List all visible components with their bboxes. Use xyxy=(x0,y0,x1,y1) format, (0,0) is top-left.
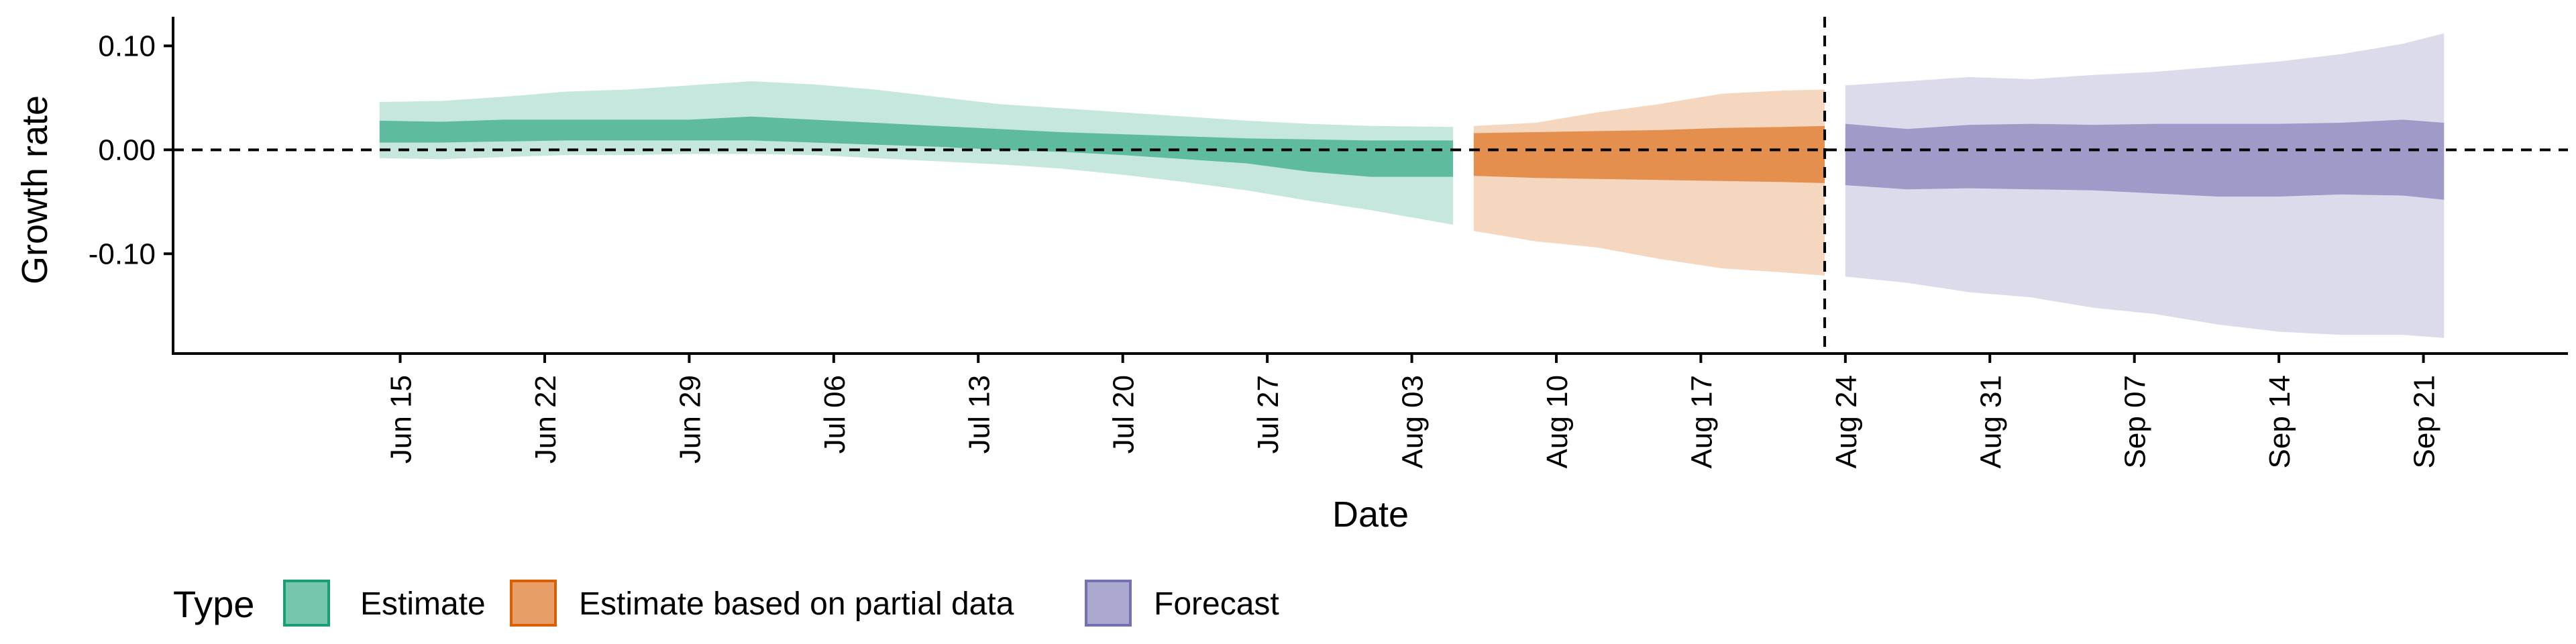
band-outer-1 xyxy=(1473,89,1825,276)
x-tick-label: Sep 21 xyxy=(2408,375,2441,468)
y-axis-title: Growth rate xyxy=(15,95,55,284)
legend-label-1: Estimate based on partial data xyxy=(579,586,1014,622)
y-tick-label: 0.10 xyxy=(98,30,156,62)
y-tick-label: -0.10 xyxy=(89,237,156,270)
legend-label-0: Estimate xyxy=(360,586,486,622)
legend-title: Type xyxy=(173,583,254,625)
x-tick-label: Sep 14 xyxy=(2263,375,2296,468)
x-tick-label: Jun 22 xyxy=(529,375,562,464)
band-outer-0 xyxy=(379,81,1454,225)
band-inner-0 xyxy=(379,116,1454,177)
legend-label-2: Forecast xyxy=(1154,586,1279,622)
legend-key-1 xyxy=(510,580,557,627)
x-tick-label: Sep 07 xyxy=(2119,375,2152,468)
x-tick-label: Aug 03 xyxy=(1397,375,1430,468)
band-inner-2 xyxy=(1845,119,2445,200)
axes xyxy=(172,17,2568,355)
x-tick-label: Jun 15 xyxy=(385,375,418,464)
y-axis-ticks: 0.10 0.00 -0.10 xyxy=(89,30,173,270)
legend: Type Estimate Estimate based on partial d… xyxy=(173,580,1279,627)
x-axis-title: Date xyxy=(1332,494,1409,535)
x-tick-label: Jul 13 xyxy=(963,375,996,453)
x-axis-ticks: Jun 15 Jun 22 Jun 29 Jul 06 Jul 13 Jul 20 Jul … xyxy=(385,354,2441,468)
legend-key-0 xyxy=(283,580,330,627)
x-tick-label: Aug 10 xyxy=(1541,375,1574,468)
legend-key-2 xyxy=(1085,580,1132,627)
x-tick-label: Jul 27 xyxy=(1252,375,1285,453)
x-tick-label: Jul 06 xyxy=(818,375,851,453)
y-tick-label: 0.00 xyxy=(98,133,156,166)
x-tick-label: Jul 20 xyxy=(1108,375,1140,453)
x-tick-label: Jun 29 xyxy=(674,375,706,464)
x-tick-label: Aug 31 xyxy=(1974,375,2007,468)
ribbon-layer xyxy=(379,33,2445,338)
band-inner-1 xyxy=(1473,125,1825,183)
x-tick-label: Aug 17 xyxy=(1685,375,1718,468)
reference-lines xyxy=(173,17,2568,354)
x-tick-label: Aug 24 xyxy=(1830,375,1863,468)
